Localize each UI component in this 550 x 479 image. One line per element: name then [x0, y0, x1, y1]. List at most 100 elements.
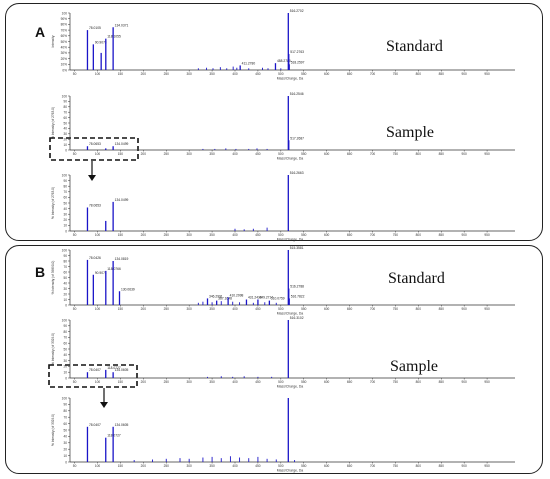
peak-label: 517.2687 [290, 136, 304, 140]
x-tick-label: 600 [324, 72, 330, 76]
x-axis-title: Mass/Charge, Da [277, 469, 303, 473]
y-tick-label: 60 [63, 196, 67, 200]
x-tick-label: 100 [95, 464, 101, 468]
peak-label: 515.3581 [290, 246, 304, 250]
peak-label: 134.0605 [115, 368, 129, 372]
x-tick-label: 750 [393, 233, 399, 237]
peak-label: 78.0426 [89, 256, 101, 260]
x-tick-label: 450 [255, 72, 261, 76]
y-tick-label: 20 [63, 218, 67, 222]
x-tick-label: 850 [439, 380, 445, 384]
x-tick-label: 400 [232, 380, 238, 384]
x-tick-label: 850 [439, 233, 445, 237]
y-tick-label: 50 [63, 121, 67, 125]
y-tick-label: 30% [61, 51, 68, 55]
x-tick-label: 500 [278, 464, 284, 468]
x-tick-label: 950 [484, 464, 490, 468]
y-tick-label: 30 [63, 132, 67, 136]
x-tick-label: 550 [301, 380, 307, 384]
panel-b-standard-label: Standard [388, 270, 445, 287]
y-tick-label: 70 [63, 111, 67, 115]
x-tick-label: 900 [462, 464, 468, 468]
y-tick-label: 80 [63, 409, 67, 413]
peak-label: 516.2702 [290, 9, 304, 13]
y-tick-label: 90 [63, 403, 67, 407]
y-tick-label: 70% [61, 28, 68, 32]
x-tick-label: 600 [324, 152, 330, 156]
y-axis-title: % Intensity (of 2763.0) [51, 187, 55, 219]
panel-a-sample-label: Sample [386, 124, 434, 141]
x-axis-title: Mass/Charge, Da [277, 312, 303, 316]
x-tick-label: 350 [209, 152, 215, 156]
x-tick-label: 950 [484, 233, 490, 237]
y-tick-label: 60 [63, 342, 67, 346]
peak-label: 516.3102 [290, 316, 304, 320]
y-tick-label: 70 [63, 265, 67, 269]
x-tick-label: 150 [118, 72, 124, 76]
peak-label: 134.0499 [115, 198, 129, 202]
y-tick-label: 100 [62, 396, 68, 400]
panel-b-sample-label: Sample [390, 358, 438, 375]
x-tick-label: 650 [347, 464, 353, 468]
x-tick-label: 100 [95, 380, 101, 384]
panel-b-zoom-box [48, 364, 138, 388]
x-tick-label: 450 [255, 233, 261, 237]
y-axis-title: % Intensity (of 3329.0) [51, 333, 55, 365]
peak-label: 367.1648 [218, 297, 232, 301]
y-tick-label: 80 [63, 259, 67, 263]
panel-b-letter: B [35, 264, 46, 280]
x-tick-label: 250 [164, 380, 170, 384]
y-tick-label: 40 [63, 435, 67, 439]
y-tick-label: 30 [63, 213, 67, 217]
x-tick-label: 250 [164, 72, 170, 76]
x-tick-label: 150 [118, 307, 124, 311]
x-tick-label: 500 [278, 380, 284, 384]
peak-label: 411.2780 [242, 61, 256, 65]
y-tick-label: 20 [63, 138, 67, 142]
y-tick-label: 0 [65, 148, 67, 152]
x-tick-label: 950 [484, 152, 490, 156]
y-tick-label: 40 [63, 281, 67, 285]
y-tick-label: 40 [63, 353, 67, 357]
y-tick-label: 0 [65, 376, 67, 380]
x-tick-label: 250 [164, 152, 170, 156]
x-tick-label: 700 [370, 233, 376, 237]
x-tick-label: 300 [187, 152, 193, 156]
x-tick-label: 50 [73, 152, 77, 156]
x-tick-label: 550 [301, 233, 307, 237]
y-tick-label: 10 [63, 224, 67, 228]
x-tick-label: 750 [393, 152, 399, 156]
peak-label: 449.2717 [259, 296, 273, 300]
x-tick-label: 100 [95, 72, 101, 76]
peak-label: 130.0639 [121, 287, 135, 291]
y-tick-label: 100 [62, 318, 68, 322]
x-tick-label: 500 [278, 152, 284, 156]
y-tick-label: 100 [62, 11, 68, 15]
y-tick-label: 60 [63, 422, 67, 426]
y-tick-label: 50 [63, 276, 67, 280]
x-tick-label: 800 [416, 464, 422, 468]
x-tick-label: 50 [73, 464, 77, 468]
y-tick-label: 30 [63, 359, 67, 363]
x-tick-label: 300 [187, 380, 193, 384]
y-tick-label: 40% [61, 46, 68, 50]
x-tick-label: 550 [301, 152, 307, 156]
x-tick-label: 650 [347, 72, 353, 76]
x-tick-label: 50 [73, 72, 77, 76]
x-tick-label: 100 [95, 152, 101, 156]
y-tick-label: 60 [63, 270, 67, 274]
peak-label: 78.0653 [89, 203, 101, 207]
y-tick-label: 90 [63, 100, 67, 104]
x-tick-label: 950 [484, 307, 490, 311]
y-tick-label: 80 [63, 185, 67, 189]
y-tick-label: 0 [65, 303, 67, 307]
y-tick-label: 30 [63, 287, 67, 291]
x-tick-label: 700 [370, 72, 376, 76]
x-tick-label: 450 [255, 152, 261, 156]
y-tick-label: 90 [63, 324, 67, 328]
y-tick-label: 50% [61, 40, 68, 44]
y-tick-label: 100 [62, 173, 68, 177]
x-tick-label: 900 [462, 307, 468, 311]
